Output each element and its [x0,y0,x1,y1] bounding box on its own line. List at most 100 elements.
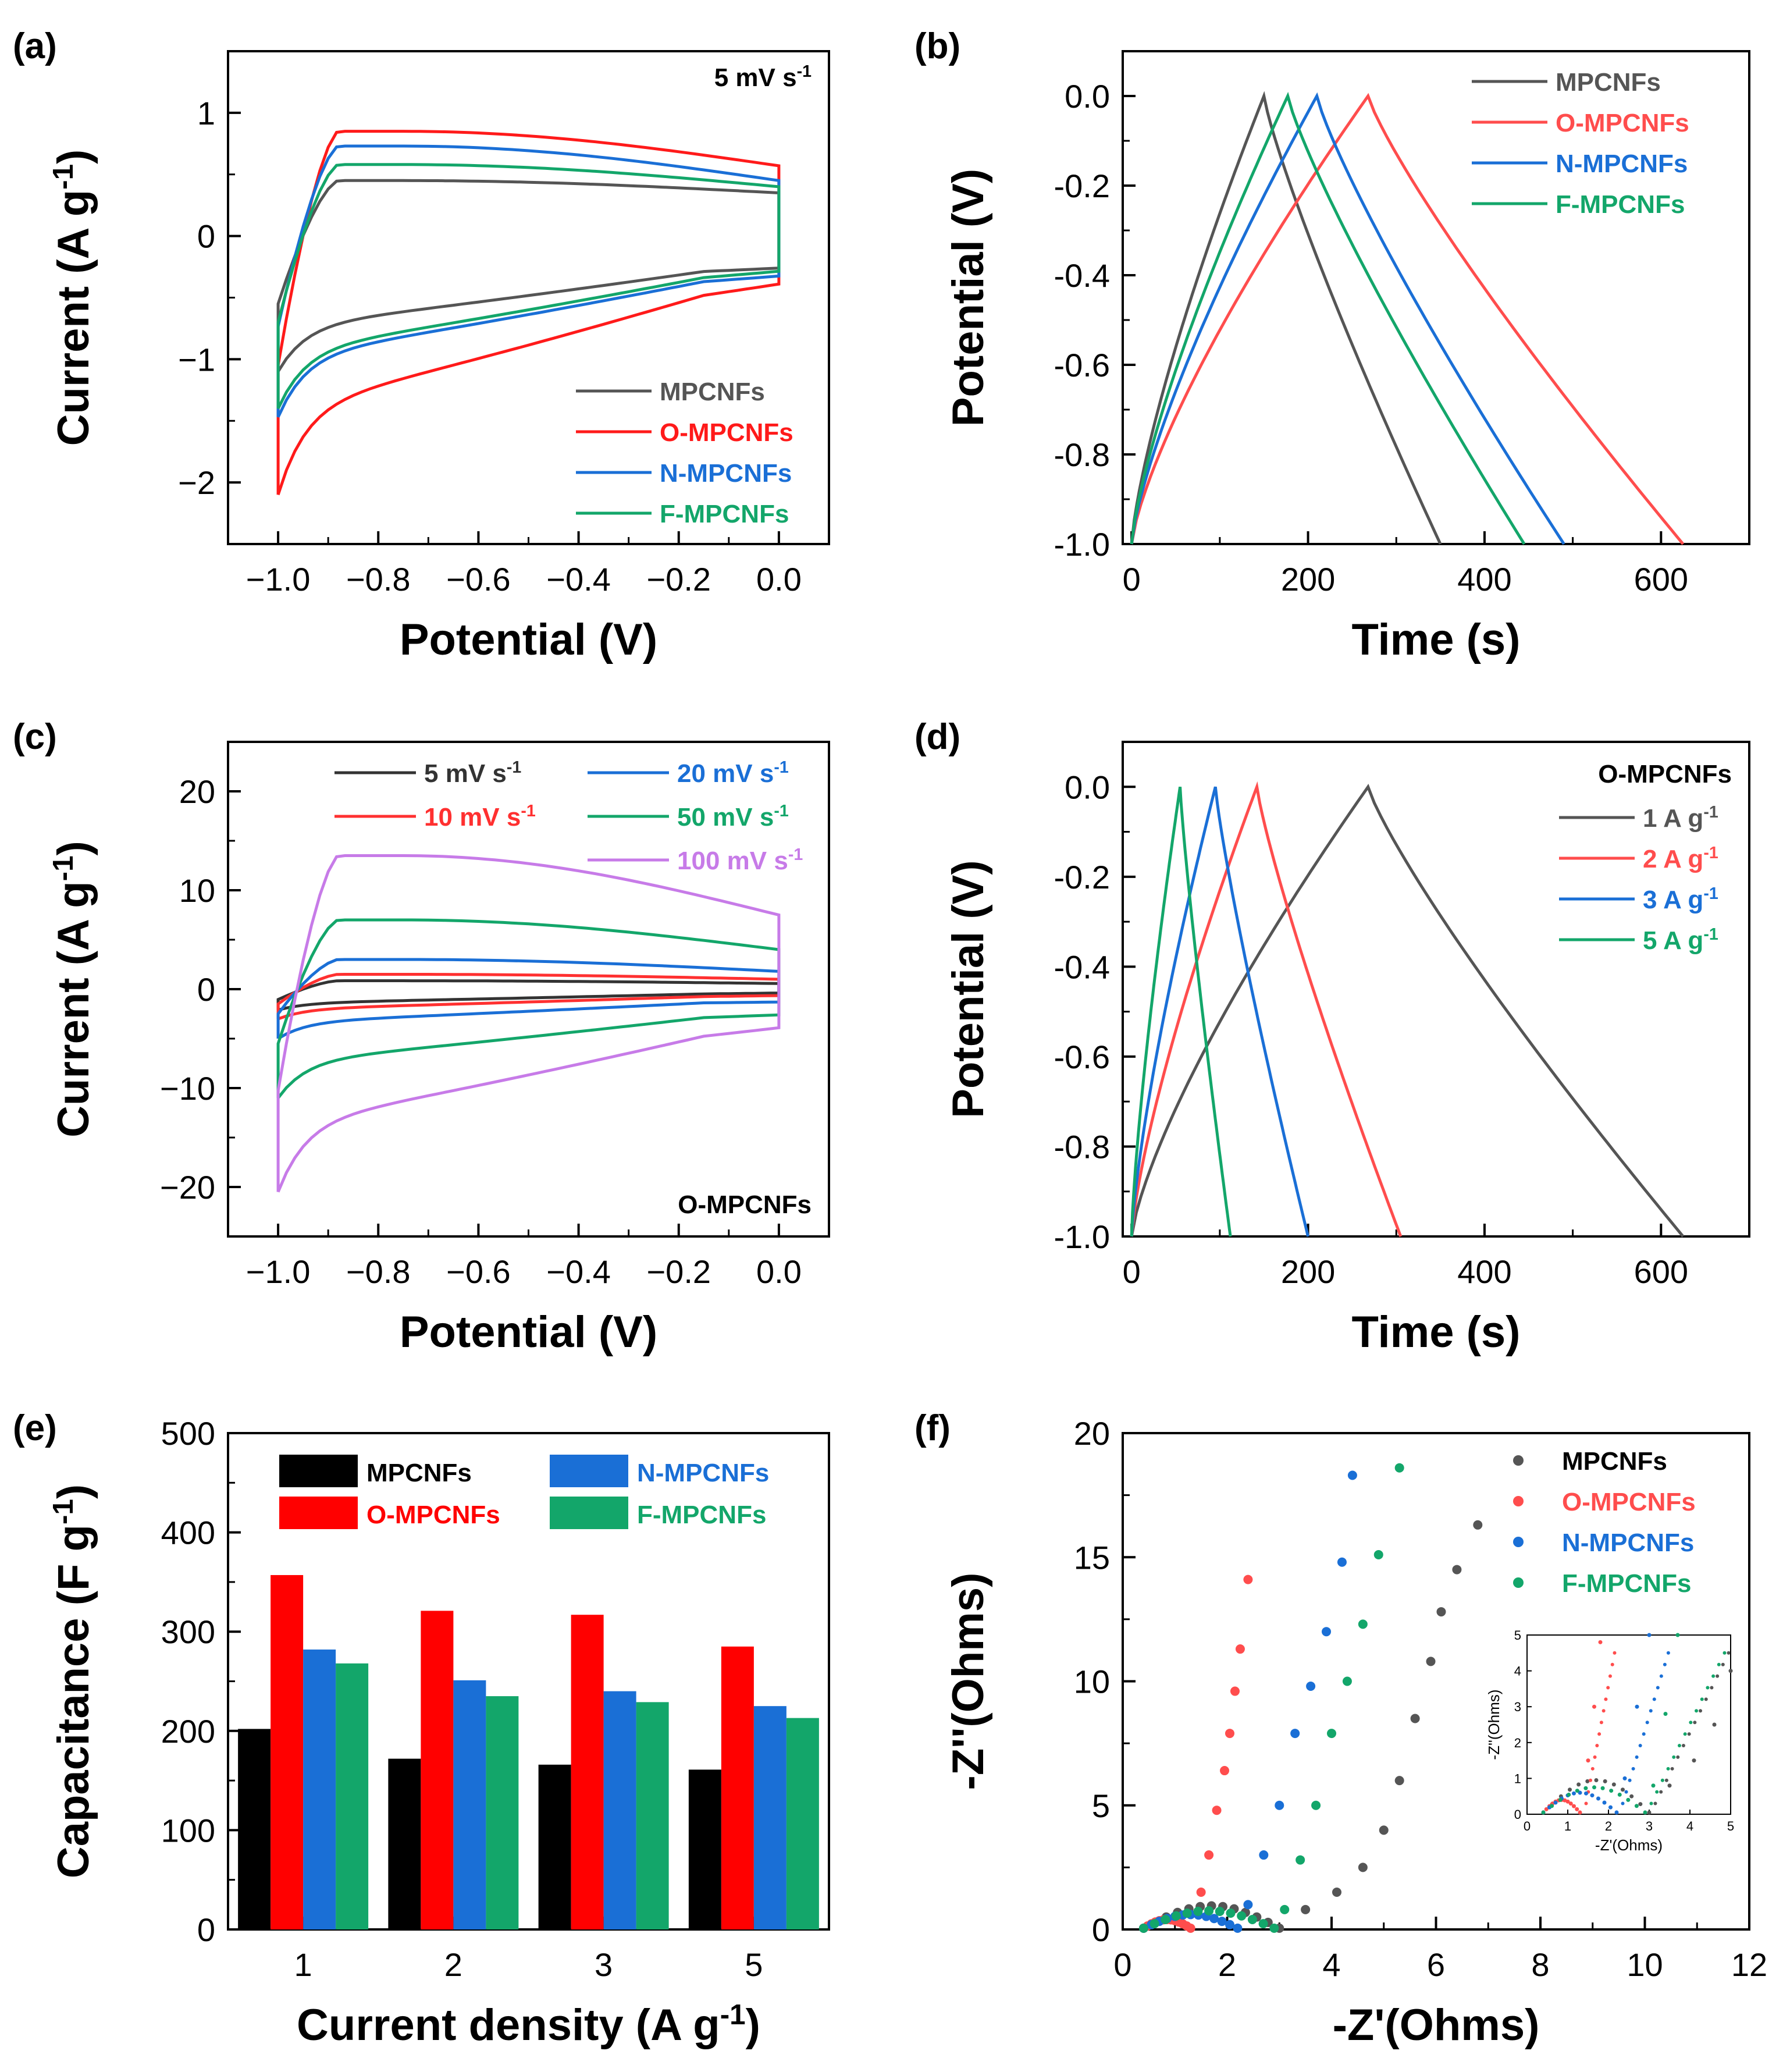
point-F-MPCNFs [1247,1914,1257,1924]
inset-point-N-MPCNFs [1635,1704,1639,1709]
legend-F-MPCNFs-marker [1513,1577,1524,1588]
inset-point-MPCNFs [1638,1802,1643,1807]
y-tick-label: 500 [161,1415,215,1452]
inset-point-N-MPCNFs [1656,1686,1660,1690]
panel-e: (e) 500 400 300 200 100 0 Current density (A g-… [13,1408,830,2050]
y-axis-label-c: Current (A g-1) [47,841,99,1138]
point-MPCNFs [1410,1714,1420,1723]
x-tick-label: 200 [1281,1253,1335,1290]
inset-y-tick-label: 1 [1514,1771,1521,1786]
inset-point-F-MPCNFs [1634,1804,1639,1808]
sample-annotation: O-MPCNFs [678,1190,812,1219]
x-axis-label-f: -Z'(Ohms) [1333,2000,1540,2050]
y-tick-label: 0 [197,971,215,1008]
legend-O-MPCNFs-marker [1513,1496,1524,1506]
inset-point-MPCNFs [1704,1697,1708,1701]
point-O-MPCNFs [1212,1806,1222,1815]
inset-point-O-MPCNFs [1563,1798,1567,1803]
point-F-MPCNFs [1149,1919,1159,1929]
y-tick-label: 300 [161,1613,215,1650]
inset-point-N-MPCNFs [1647,1633,1652,1637]
panel-a: (a) −1.0 −0.8 −0.6 −0.4 −0.2 0.0 1 0 −1 −2 Potentia… [13,26,830,664]
legend-2-A-g-1-label: 2 A g-1 [1643,844,1718,873]
inset-x-tick-label: 5 [1727,1819,1734,1833]
point-MPCNFs [1473,1520,1483,1530]
legend-20-mV-s-1-label: 20 mV s-1 [677,758,789,788]
panel-tag-b: (b) [914,26,960,66]
legend-MPCNFs-label: MPCNFs [1556,68,1661,97]
x-tick-label: −0.8 [346,1253,411,1290]
x-tick-label: 3 [595,1946,613,1983]
inset-point-MPCNFs [1653,1801,1657,1806]
point-F-MPCNFs [1226,1908,1236,1918]
inset-point-F-MPCNFs [1575,1789,1579,1793]
inset-point-N-MPCNFs [1572,1791,1576,1796]
x-tick-label: −0.6 [446,1253,511,1290]
legend-N-MPCNFs-label: N-MPCNFs [1562,1529,1694,1557]
inset-point-MPCNFs [1647,1810,1652,1815]
inset-point-MPCNFs [1621,1787,1625,1792]
inset-point-N-MPCNFs [1635,1755,1639,1759]
x-tick-label: 4 [1322,1946,1340,1983]
legend-F-MPCNFs-label: F-MPCNFs [1556,190,1685,219]
y-axis-label-f: -Z''(Ohms) [944,1573,993,1790]
y-tick-label: -1.0 [1054,1218,1111,1255]
x-tick-label: 0.0 [756,561,802,598]
x-tick-label: −1.0 [246,561,311,598]
point-F-MPCNFs [1204,1906,1214,1916]
x-tick-label: 1 [294,1946,312,1983]
x-tick-label: 0 [1123,561,1141,598]
legend-MPCNFs-label: MPCNFs [1562,1447,1667,1476]
point-N-MPCNFs [1209,1914,1219,1924]
y-tick-label: -0.2 [1054,859,1111,895]
point-F-MPCNFs [1327,1729,1336,1739]
legend-F-MPCNFs-label: F-MPCNFs [637,1501,766,1529]
x-tick-label: 5 [745,1946,763,1983]
inset-point-F-MPCNFs [1558,1797,1563,1802]
point-N-MPCNFs [1322,1627,1332,1637]
point-F-MPCNFs [1237,1911,1247,1921]
inset-point-F-MPCNFs [1600,1786,1605,1790]
inset-point-N-MPCNFs [1663,1662,1667,1666]
inset-point-F-MPCNFs [1717,1662,1721,1666]
point-F-MPCNFs [1171,1911,1181,1921]
legend-N-MPCNFs-marker [1513,1537,1524,1547]
panel-tag-c: (c) [13,717,57,757]
point-F-MPCNFs [1342,1676,1352,1686]
inset-y-tick-label: 0 [1514,1807,1521,1822]
legend-10-mV-s-1-label: 10 mV s-1 [424,802,536,831]
y-tick-label: -0.4 [1054,948,1111,985]
panel-tag-e: (e) [13,1408,57,1448]
bar-O-MPCNFs-2 [421,1611,454,1929]
x-axis-label-b: Time (s) [1351,615,1520,664]
point-F-MPCNFs [1161,1914,1170,1924]
y-tick-label: 0.0 [1065,78,1110,115]
panel-d: (d) 0 200 400 600 0.0 -0.2 -0.4 -0.6 -0.8 -1.0 Time… [914,717,1750,1357]
series-line-5-A-g-1 [1130,786,1232,1237]
figure-layer: (a)−1.0 −0.8 −0.6 −0.4 −0.2 0.010−1−2Potentia… [13,26,1767,2050]
inset-point-F-MPCNFs [1609,1789,1614,1793]
inset-point-F-MPCNFs [1695,1709,1699,1713]
x-tick-label: −1.0 [246,1253,311,1290]
point-N-MPCNFs [1217,1917,1227,1927]
series-line-N-MPCNFs [276,144,781,418]
point-F-MPCNFs [1182,1908,1192,1918]
y-tick-label: 100 [161,1812,215,1849]
inset-point-N-MPCNFs [1638,1744,1642,1748]
bar-N-MPCNFs-1 [303,1649,336,1929]
x-tick-label: 400 [1457,561,1511,598]
inset-point-N-MPCNFs [1608,1805,1613,1810]
bar-MPCNFs-5 [688,1769,721,1929]
series-line-O-MPCNFs [1130,93,1685,545]
y-tick-label: 10 [1074,1664,1110,1700]
inset-point-O-MPCNFs [1590,1767,1595,1771]
x-tick-label: 200 [1281,561,1335,598]
inset-point-MPCNFs [1594,1778,1599,1782]
y-axis-label-d: Potential (V) [944,860,993,1118]
panel-tag-a: (a) [13,26,57,66]
x-tick-label: 8 [1531,1946,1549,1983]
y-tick-label: 10 [179,872,215,909]
inset-point-F-MPCNFs [1567,1792,1571,1797]
bar-F-MPCNFs-1 [336,1663,369,1929]
inset-x-tick-label: 0 [1524,1819,1531,1833]
